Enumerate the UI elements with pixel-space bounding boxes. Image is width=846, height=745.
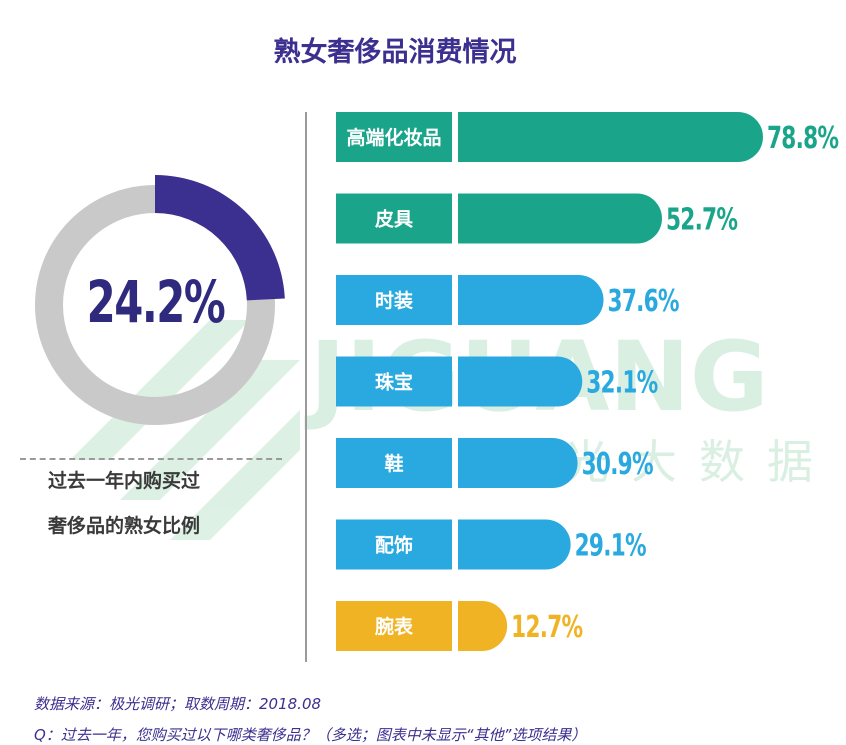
bar-category-box	[336, 438, 452, 488]
bar-row: 时装 37.6%	[336, 275, 680, 325]
bar-category-box	[336, 193, 452, 244]
bar-category-label: 鞋	[384, 452, 403, 475]
bar	[458, 519, 571, 570]
bar	[458, 356, 583, 407]
bar-value-label: 12.7%	[511, 611, 583, 645]
survey-question-note: Q：过去一年，您购买过以下哪类奢侈品？（多选；图表中未显示“其他”选项结果）	[34, 726, 587, 744]
bar-row: 珠宝 32.1%	[336, 356, 659, 407]
bar-value-label: 29.1%	[575, 529, 647, 563]
bar-category-label: 配饰	[375, 534, 413, 557]
bar-category-box	[336, 519, 452, 570]
bar	[458, 193, 662, 244]
bar	[458, 601, 508, 651]
bar	[458, 275, 604, 325]
bar-category-box	[336, 275, 452, 325]
bar-category-label: 高端化妆品	[346, 126, 441, 149]
bar-category-label: 腕表	[374, 615, 414, 638]
bar-value-label: 52.7%	[666, 203, 738, 237]
dashed-divider	[20, 458, 282, 460]
watermark-swoosh-icon	[70, 320, 300, 540]
vertical-divider	[305, 112, 307, 662]
bar-category-box	[336, 112, 452, 162]
bar-category-box	[336, 356, 452, 407]
bar-category-label: 时装	[375, 289, 413, 312]
bar-value-label: 37.6%	[608, 285, 680, 319]
bar-row: 配饰 29.1%	[336, 519, 647, 570]
donut-caption-line1: 过去一年内购买过	[48, 470, 201, 492]
bar-value-label: 78.8%	[767, 122, 839, 156]
bar-category-box	[336, 601, 452, 651]
bar-row: 高端化妆品 78.8%	[336, 112, 840, 162]
bar-value-label: 30.9%	[582, 448, 654, 482]
bar-row: 腕表 12.7%	[336, 601, 584, 651]
data-source-note: 数据来源：极光调研；取数周期：2018.08	[34, 695, 322, 713]
bar-row: 皮具 52.7%	[336, 193, 739, 244]
bar-row: 鞋 30.9%	[336, 438, 654, 488]
bar-value-label: 32.1%	[586, 366, 658, 400]
bar-category-label: 皮具	[375, 208, 413, 231]
donut-filled-segment	[155, 175, 285, 301]
bar	[458, 112, 763, 162]
bar	[458, 438, 578, 488]
bar-category-label: 珠宝	[375, 371, 413, 394]
donut-value-label: 24.2%	[86, 268, 226, 336]
donut-caption-line2: 奢侈品的熟女比例	[48, 515, 201, 537]
chart-title: 熟女奢侈品消费情况	[273, 37, 517, 68]
